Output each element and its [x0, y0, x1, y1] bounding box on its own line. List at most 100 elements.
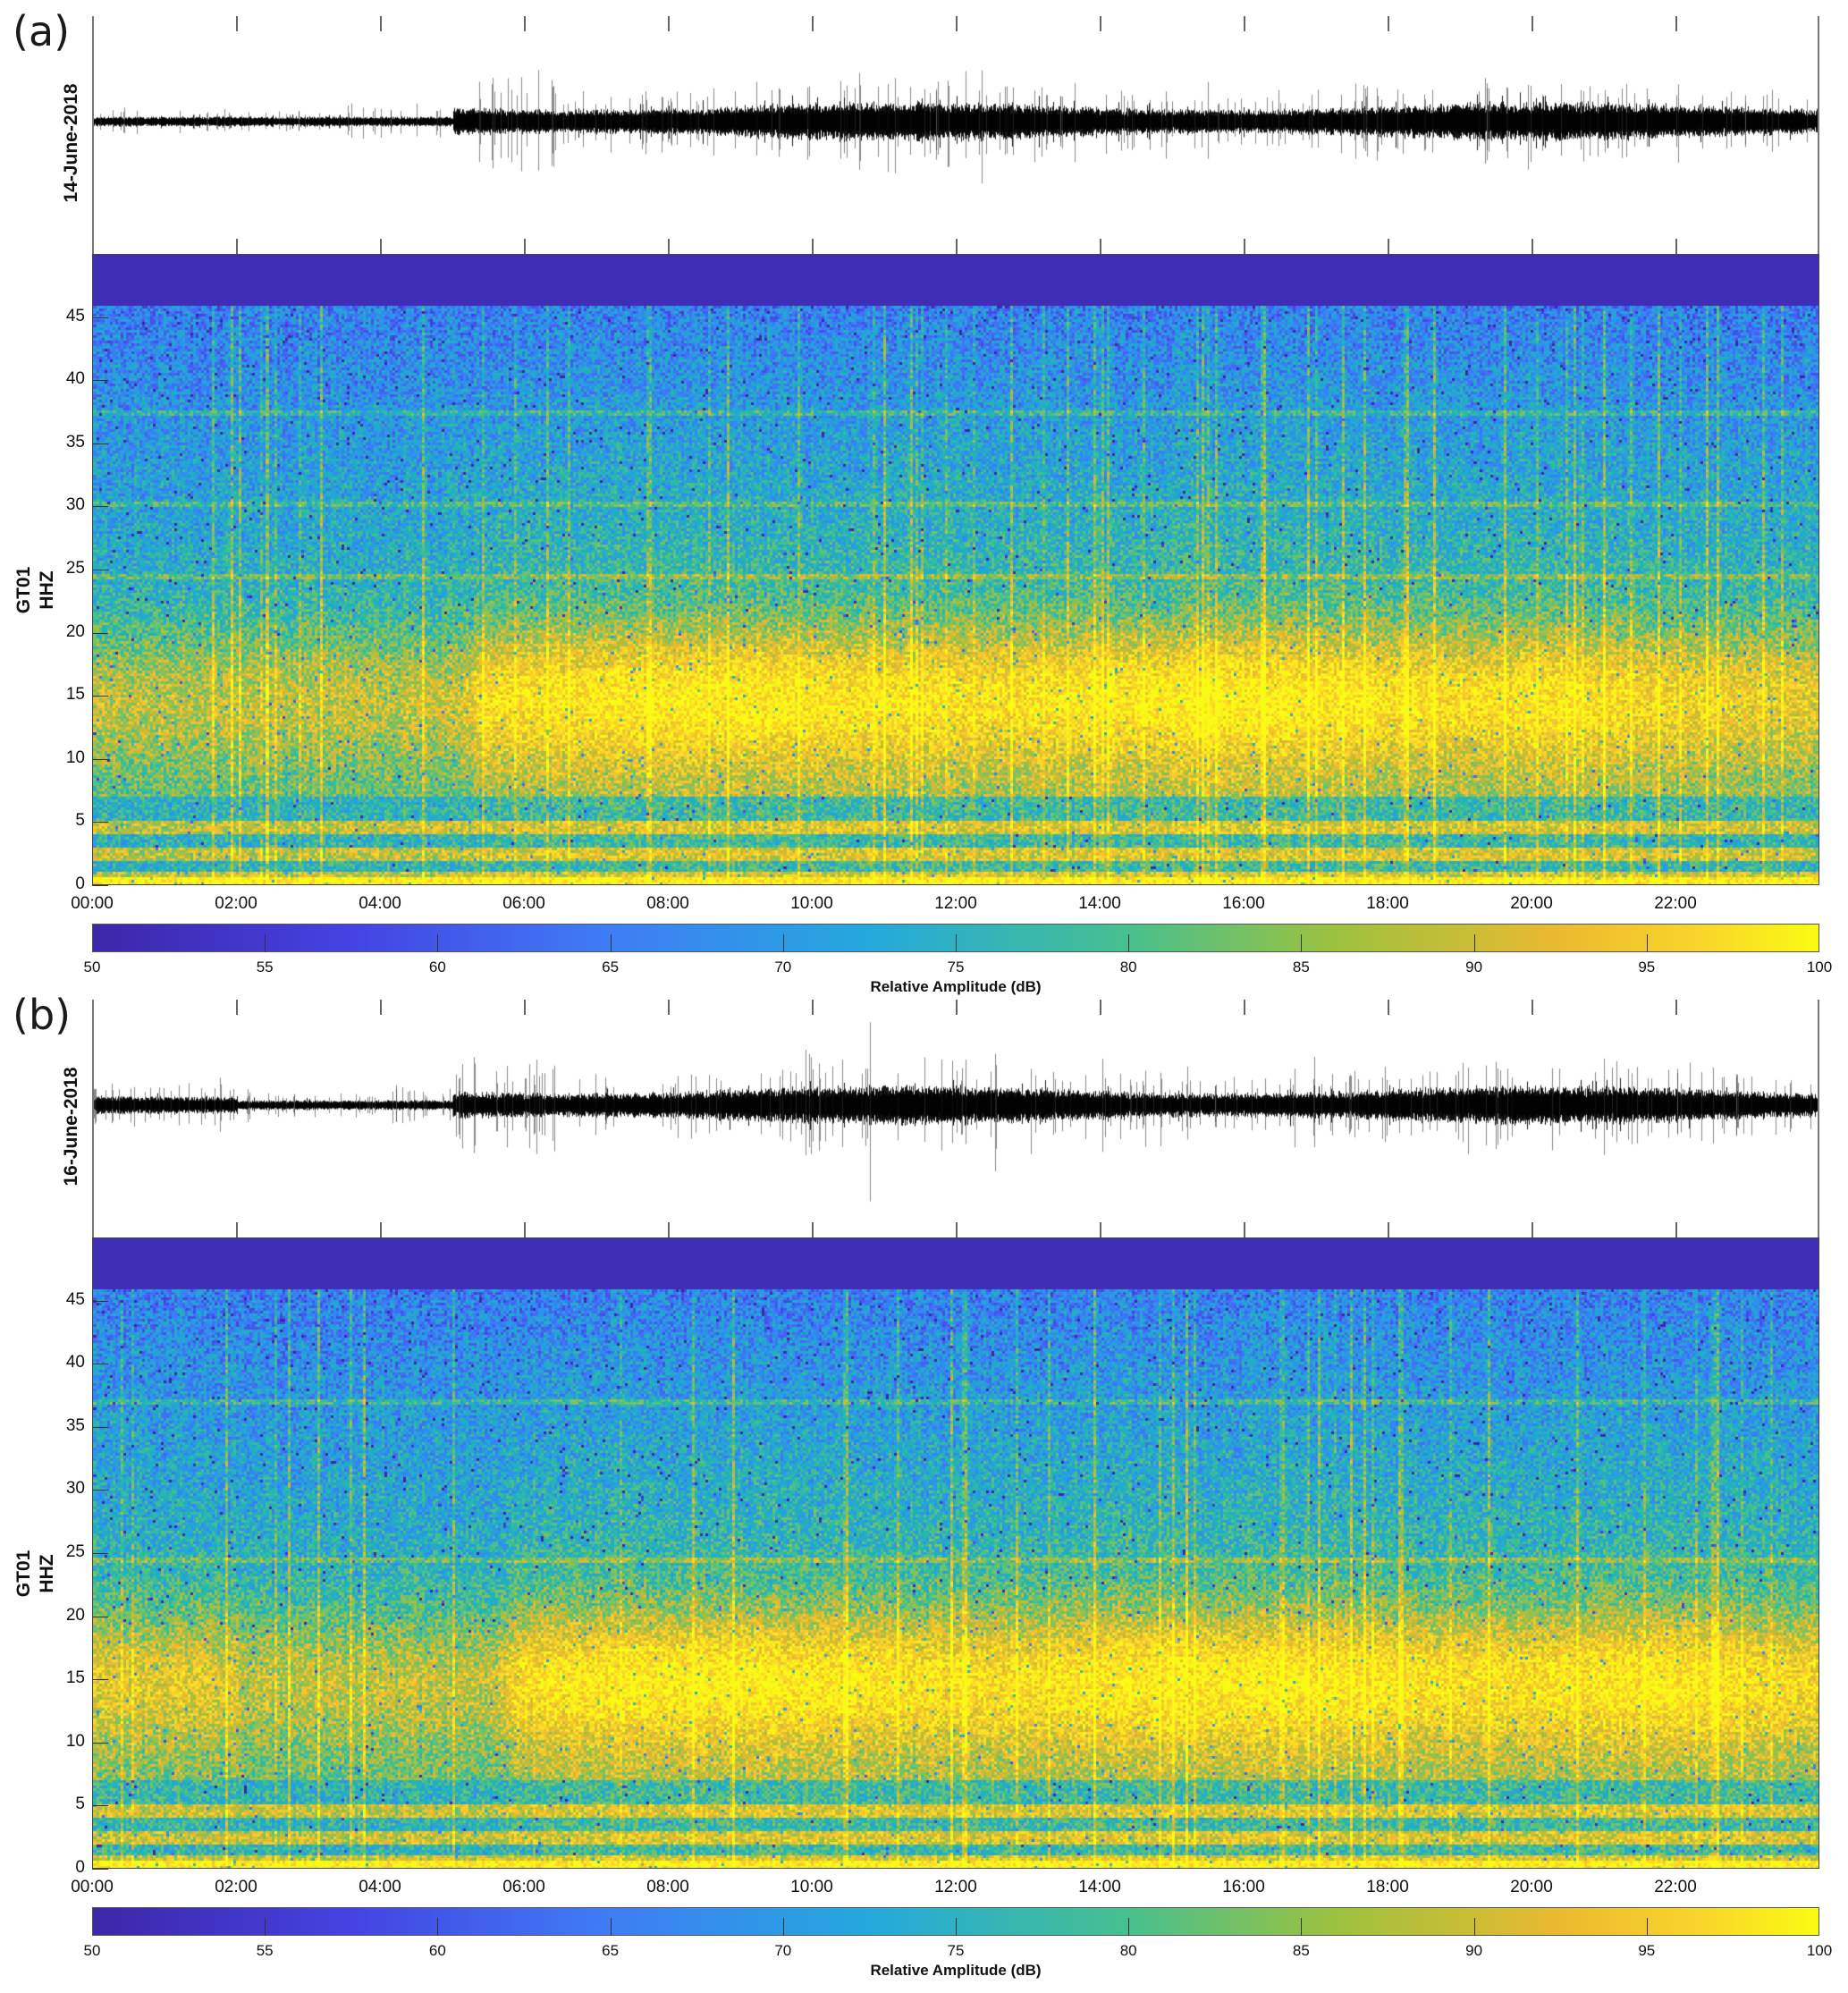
waveform-tick-bottom	[1244, 239, 1245, 254]
waveform-tick-top	[1675, 1000, 1677, 1015]
x-tick-label: 16:00	[1222, 894, 1265, 913]
y-tick-label: 35	[65, 432, 85, 452]
x-tick-label: 20:00	[1510, 1878, 1553, 1896]
waveform-tick-bottom	[1388, 239, 1389, 254]
y-tick-mark	[92, 1805, 108, 1807]
x-tick-label: 04:00	[359, 894, 401, 913]
y-tick-label: 30	[65, 495, 85, 515]
x-tick-label: 02:00	[215, 894, 257, 913]
colorbar-tick-label: 95	[1638, 1942, 1656, 1959]
colorbar-tick-label: 75	[947, 1942, 965, 1959]
x-tick-label: 10:00	[790, 894, 833, 913]
waveform-tick-top	[524, 1000, 526, 1015]
y-tick-label: 20	[65, 1605, 85, 1625]
y-tick-label: 45	[65, 1289, 85, 1309]
colorbar-tick-label: 55	[256, 1942, 274, 1959]
y-tick-mark	[92, 506, 108, 508]
waveform-tick-top	[236, 1000, 238, 1015]
x-tick-label: 22:00	[1654, 1878, 1697, 1896]
y-tick-mark	[92, 696, 108, 697]
colorbar-tick-mark	[610, 934, 612, 952]
waveform-tick-bottom	[1388, 1222, 1389, 1237]
x-tick-label: 18:00	[1366, 1878, 1409, 1896]
waveform-tick-top	[1388, 16, 1389, 31]
x-tick-label: 08:00	[646, 894, 689, 913]
waveform-tick-top	[1532, 16, 1533, 31]
colorbar-tick-mark	[265, 934, 266, 952]
x-tick-label: 14:00	[1078, 1878, 1121, 1896]
waveform-tick-top	[668, 1000, 670, 1015]
waveform-tick-bottom	[236, 1222, 238, 1237]
x-tick-label: 06:00	[502, 894, 545, 913]
colorbar-tick-label: 60	[428, 1942, 446, 1959]
panel-label: (a)	[13, 7, 71, 55]
colorbar-tick-mark	[1301, 1918, 1303, 1936]
waveform-tick-top	[380, 16, 382, 31]
x-tick-label: 20:00	[1510, 894, 1553, 913]
waveform-tick-bottom	[812, 239, 814, 254]
y-tick-label: 15	[65, 1668, 85, 1688]
colorbar-tick-label: 85	[1292, 1942, 1310, 1959]
colorbar-tick-mark	[1473, 934, 1475, 952]
date-label-container: 16-June-2018	[54, 1037, 89, 1216]
y-tick-label: 0	[75, 874, 85, 893]
colorbar-tick-label: 95	[1638, 958, 1656, 975]
waveform-tick-top	[1532, 1000, 1533, 1015]
colorbar-tick-label: 75	[947, 958, 965, 975]
y-tick-label: 10	[65, 1731, 85, 1751]
colorbar-tick-mark	[265, 1918, 266, 1936]
y-tick-mark	[92, 632, 108, 634]
colorbar-tick-label: 85	[1292, 958, 1310, 975]
x-tick-label: 12:00	[934, 894, 977, 913]
colorbar-tick-label: 80	[1119, 1942, 1137, 1959]
y-tick-mark	[92, 1553, 108, 1554]
y-tick-label: 10	[65, 747, 85, 767]
colorbar-tick-mark	[956, 1918, 957, 1936]
waveform-tick-top	[1244, 1000, 1245, 1015]
station-label: GT01	[13, 1550, 34, 1598]
colorbar-tick-label: 90	[1465, 1942, 1483, 1959]
waveform-tick-top	[812, 16, 814, 31]
x-tick-label: 00:00	[71, 1878, 114, 1896]
y-tick-mark	[92, 885, 108, 886]
y-tick-label: 45	[65, 306, 85, 325]
y-tick-mark	[92, 1300, 108, 1302]
spectrogram-heatmap	[93, 255, 1818, 884]
y-tick-label: 20	[65, 621, 85, 641]
waveform-tick-bottom	[236, 239, 238, 254]
spectrogram-plot	[92, 1237, 1819, 1869]
colorbar-tick-mark	[1646, 1918, 1648, 1936]
x-tick-label: 04:00	[359, 1878, 401, 1896]
y-tick-label: 25	[65, 559, 85, 578]
waveform-tick-top	[956, 16, 958, 31]
colorbar-tick-mark	[1128, 1918, 1130, 1936]
waveform-tick-top	[956, 1000, 958, 1015]
colorbar-tick-mark	[437, 934, 439, 952]
colorbar-tick-label: 70	[774, 1942, 792, 1959]
waveform-tick-bottom	[1244, 1222, 1245, 1237]
colorbar-tick-mark	[1301, 934, 1303, 952]
x-tick-label: 00:00	[71, 894, 114, 913]
panel-label: (b)	[13, 991, 72, 1039]
colorbar-tick-label: 90	[1465, 958, 1483, 975]
colorbar-tick-label: 55	[256, 958, 274, 975]
colorbar-tick-label: 50	[83, 1942, 101, 1959]
y-tick-mark	[92, 822, 108, 823]
colorbar-label: Relative Amplitude (dB)	[870, 978, 1042, 995]
waveform-tick-top	[1675, 16, 1677, 31]
waveform-tick-top	[1100, 16, 1101, 31]
colorbar-label: Relative Amplitude (dB)	[870, 1962, 1042, 1979]
colorbar-tick-label: 65	[602, 1942, 620, 1959]
waveform-tick-bottom	[956, 1222, 958, 1237]
colorbar-tick-label: 70	[774, 958, 792, 975]
colorbar-tick-label: 100	[1806, 958, 1833, 975]
waveform-tick-bottom	[1100, 239, 1101, 254]
colorbar-tick-mark	[437, 1918, 439, 1936]
y-tick-mark	[92, 758, 108, 760]
y-tick-label: 15	[65, 685, 85, 705]
y-tick-mark	[92, 317, 108, 318]
x-tick-label: 10:00	[790, 1878, 833, 1896]
waveform-tick-bottom	[812, 1222, 814, 1237]
x-tick-label: 18:00	[1366, 894, 1409, 913]
waveform-trace	[94, 1000, 1818, 1237]
